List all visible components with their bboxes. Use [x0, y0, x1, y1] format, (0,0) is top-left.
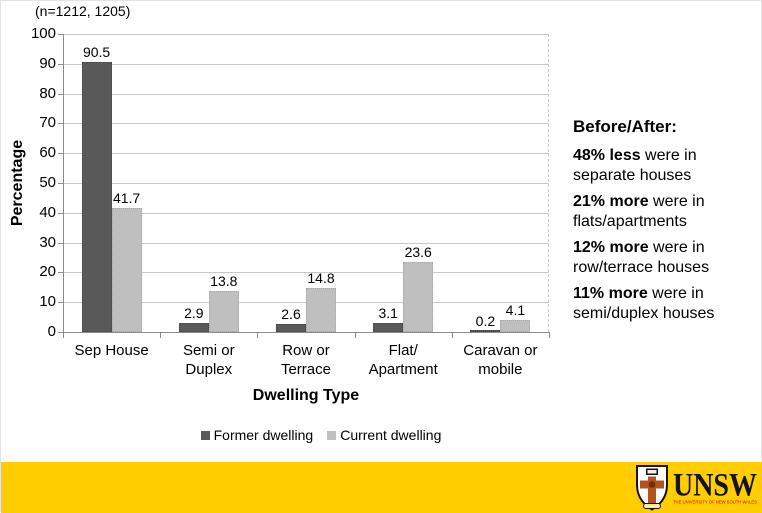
bar-value-label: 4.1 [505, 301, 526, 318]
y-tick [58, 212, 63, 214]
legend-label-current: Current dwelling [340, 427, 442, 443]
bar-value-label: 14.8 [307, 269, 335, 286]
dwelling-type-bar-chart: Percentage 0 10 20 30 40 50 60 70 80 90 100 90.5 41.… [1, 1, 641, 461]
gridline-60 [63, 153, 549, 155]
summary-item: 21% more were in flats/apartments [573, 193, 705, 230]
bar-value-label: 90.5 [82, 44, 111, 61]
bar-value-label: 0.2 [475, 313, 496, 329]
x-category-label: Caravan or mobile [463, 342, 538, 378]
bar-value-label: 23.6 [404, 243, 432, 260]
x-category-label: Row or Terrace [280, 342, 331, 378]
sample-size-note: (n=1212, 1205) [35, 3, 131, 19]
summary-heading: Before/After: [573, 117, 677, 136]
bar-current-2 [208, 290, 239, 332]
y-tick [58, 302, 63, 304]
summary-item: 12% more were in row/terrace houses [573, 239, 710, 276]
gridline-70 [63, 123, 549, 125]
bar-current-5 [500, 319, 531, 332]
y-tick-label: 100 [30, 25, 56, 42]
y-tick [58, 123, 63, 125]
y-tick-label: 80 [39, 84, 56, 102]
y-tick [58, 272, 63, 274]
y-tick-label: 40 [39, 203, 56, 221]
bar-former-4 [373, 322, 404, 332]
unsw-shield-icon [636, 465, 668, 511]
x-tick [451, 333, 453, 338]
y-tick [58, 183, 63, 184]
y-tick [58, 242, 63, 244]
gridline-90 [63, 63, 549, 65]
bar-value-label: 2.9 [184, 305, 204, 322]
bar-former-5 [470, 330, 501, 332]
bar-value-label: 13.8 [210, 272, 238, 289]
legend-item-current: Current dwelling [327, 427, 441, 443]
x-category-label: Sep House [74, 342, 149, 359]
plot-area [63, 34, 549, 332]
legend-swatch-former [200, 430, 210, 440]
bar-former-3 [276, 324, 306, 332]
gridline-20 [63, 272, 549, 274]
legend-swatch-current [327, 430, 337, 440]
bar-current-1 [111, 207, 142, 332]
y-tick-label: 0 [47, 323, 56, 340]
unsw-wordmark: UNSW [673, 468, 757, 504]
y-tick [58, 153, 63, 155]
y-tick [58, 63, 63, 65]
y-tick [58, 332, 63, 333]
gridline-80 [63, 93, 549, 95]
before-after-summary: Before/After: 48% less were in separate … [573, 117, 757, 330]
gridline-30 [63, 242, 549, 244]
bar-value-label: 41.7 [112, 189, 141, 206]
y-tick-label: 20 [39, 263, 56, 281]
bar-former-2 [178, 323, 209, 332]
x-category-label: Semi or Duplex [182, 342, 235, 378]
bar-current-4 [403, 261, 434, 332]
x-tick [257, 333, 259, 338]
y-axis-line [63, 34, 64, 333]
x-axis-line [58, 332, 550, 333]
x-axis-title: Dwelling Type [252, 387, 360, 404]
gridline-50 [63, 183, 549, 184]
y-tick-label: 10 [39, 293, 56, 311]
x-category-label: Flat/ Apartment [368, 342, 438, 378]
legend-label-former: Former dwelling [213, 427, 314, 443]
bar-value-label: 3.1 [378, 304, 398, 321]
y-tick [58, 34, 63, 35]
x-tick [160, 333, 162, 338]
bar-former-1 [81, 62, 112, 332]
footer-brand-bar: UNSW THE UNIVERSITY OF NEW SOUTH WALES [1, 462, 762, 513]
x-tick [63, 333, 64, 338]
summary-item: 48% less were in separate houses [573, 147, 697, 184]
x-tick [549, 333, 550, 338]
y-tick-label: 60 [39, 144, 56, 162]
x-tick [354, 333, 356, 338]
y-tick-label: 30 [39, 233, 56, 251]
bar-current-3 [306, 287, 336, 332]
legend-item-former: Former dwelling [200, 427, 314, 443]
y-tick-label: 70 [39, 114, 56, 132]
y-tick [58, 93, 63, 95]
gridline-100 [63, 34, 549, 35]
summary-item: 11% more were in semi/duplex houses [573, 285, 715, 322]
bar-value-label: 2.6 [281, 306, 301, 323]
unsw-tagline: THE UNIVERSITY OF NEW SOUTH WALES [673, 500, 757, 505]
chart-legend: Former dwelling Current dwelling [1, 427, 641, 443]
unsw-logo: UNSW THE UNIVERSITY OF NEW SOUTH WALES [636, 465, 757, 511]
y-tick-label: 50 [39, 174, 56, 191]
gridline-40 [63, 212, 549, 214]
y-tick-label: 90 [39, 54, 56, 72]
